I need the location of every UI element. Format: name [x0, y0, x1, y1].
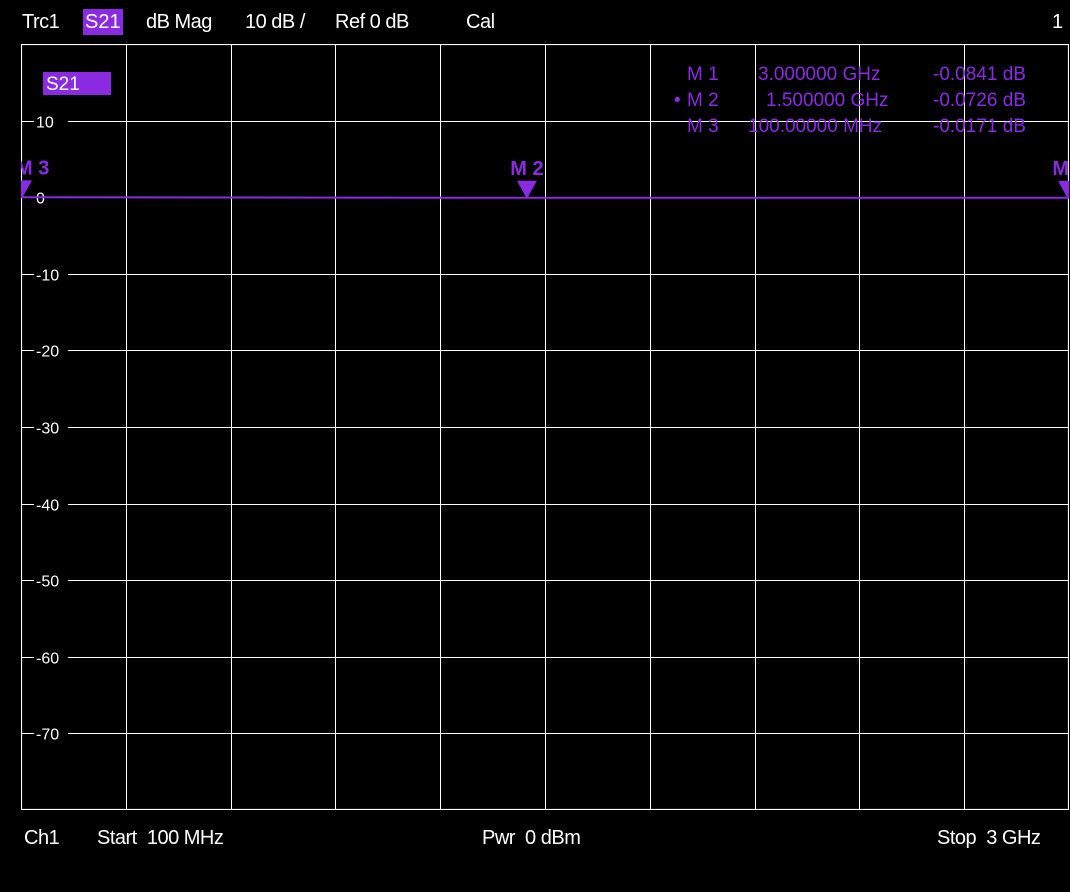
trace-header: Trc1 S21 dB Mag 10 dB / Ref 0 dB Cal 1 — [0, 0, 1070, 44]
marker-2-symbol[interactable] — [516, 180, 537, 199]
trace-badge-bg — [43, 72, 111, 95]
cal-status: Cal — [466, 11, 495, 33]
y-axis-ticks: 10 0 -10 -20 -30 -40 -50 -60 -70 — [34, 112, 68, 744]
marker-info-table: M 1 3.000000 GHz -0.0841 dB • M 2 1.5000… — [674, 64, 1026, 137]
marker-2-stimulus: 1.500000 GHz — [766, 90, 889, 111]
stop-frequency[interactable]: Stop 3 GHz — [937, 827, 1041, 849]
trace-badge[interactable]: S21 — [46, 74, 80, 95]
y-tick-label-bg — [34, 265, 68, 284]
marker-3-flag[interactable]: M 3 — [21, 157, 49, 179]
marker-3-symbol[interactable] — [21, 180, 32, 199]
marker-2-label: M 2 — [687, 90, 719, 111]
marker-1-symbol[interactable] — [1058, 180, 1069, 199]
trace-name[interactable]: Trc1 — [22, 11, 60, 33]
marker-2-response: -0.0726 dB — [933, 90, 1026, 111]
y-tick-label: 10 — [36, 115, 54, 132]
y-tick-label-bg — [34, 341, 68, 360]
marker-group: M M 2 M 3 — [21, 157, 1069, 199]
scale-label[interactable]: 10 dB / — [245, 11, 305, 33]
trace-s21 — [21, 196, 1069, 199]
y-tick-label: -60 — [36, 651, 59, 668]
channel-label[interactable]: Ch1 — [24, 827, 60, 849]
reference-label[interactable]: Ref 0 dB — [335, 11, 409, 33]
marker-3-label: M 3 — [687, 116, 719, 137]
y-tick-label: -30 — [36, 421, 59, 438]
y-tick-label: 0 — [36, 191, 45, 208]
marker-1-flag[interactable]: M — [1052, 158, 1069, 180]
marker-3-response: -0.0171 dB — [933, 116, 1026, 137]
y-tick-label: -20 — [36, 344, 59, 361]
marker-2-flag[interactable]: M 2 — [510, 158, 543, 180]
trace-line — [21, 196, 1069, 199]
marker-1-label: M 1 — [687, 64, 719, 85]
y-tick-label-bg — [34, 571, 68, 590]
channel-index: 1 — [1052, 11, 1063, 33]
format-label[interactable]: dB Mag — [146, 11, 212, 33]
grid — [21, 44, 1069, 810]
y-tick-label-bg — [34, 495, 68, 514]
y-tick-label: -40 — [36, 498, 59, 515]
start-frequency[interactable]: Start 100 MHz — [97, 827, 224, 849]
marker-3-stimulus: 100.00000 MHz — [748, 116, 882, 137]
active-marker-bullet: • — [674, 90, 681, 111]
y-tick-label: -70 — [36, 727, 59, 744]
y-tick-label-bg — [34, 648, 68, 667]
y-tick-label: -50 — [36, 574, 59, 591]
trace-diagram[interactable]: 10 0 -10 -20 -30 -40 -50 -60 -70 M M 2 M 3 S21 M 1… — [21, 44, 1069, 810]
y-tick-label-bg — [34, 418, 68, 437]
marker-1-response: -0.0841 dB — [933, 64, 1026, 85]
y-tick-label: -10 — [36, 268, 59, 285]
measurement-parameter[interactable]: S21 — [83, 9, 123, 35]
y-tick-label-bg — [34, 724, 68, 743]
y-tick-label-bg — [34, 112, 68, 131]
source-power[interactable]: Pwr 0 dBm — [482, 827, 581, 849]
marker-1-stimulus: 3.000000 GHz — [758, 64, 881, 85]
